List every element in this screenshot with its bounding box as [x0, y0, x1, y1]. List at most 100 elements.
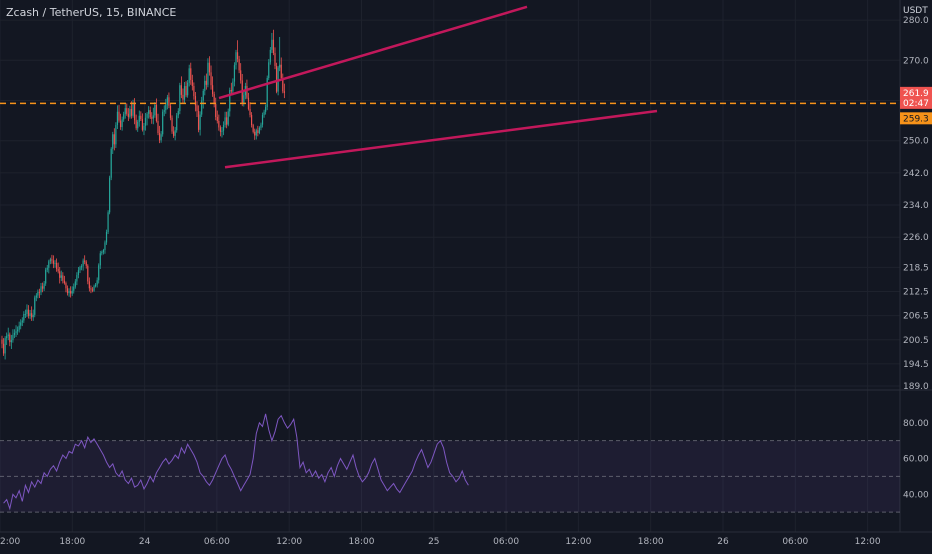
- candle-body: [163, 110, 165, 112]
- candle-body: [157, 121, 159, 134]
- chart-title: Zcash / TetherUS, 15, BINANCE: [6, 6, 177, 19]
- candle-body: [263, 111, 265, 115]
- candle-body: [138, 115, 140, 122]
- candle-body: [230, 90, 232, 92]
- candle-body: [255, 130, 257, 136]
- level-price-label: 259.3: [903, 114, 929, 124]
- candle-body: [88, 281, 90, 289]
- x-tick-label: 18:00: [59, 537, 85, 547]
- candle-body: [27, 309, 30, 317]
- candle-body: [87, 265, 89, 282]
- candle-body: [49, 259, 51, 262]
- y-tick-label: 226.0: [903, 233, 929, 243]
- candle-body: [257, 130, 259, 134]
- candle-body: [155, 104, 158, 122]
- candles: [1, 29, 285, 360]
- candle-body: [190, 68, 192, 80]
- candle-body: [148, 110, 150, 114]
- candle-body: [199, 114, 201, 130]
- candle-body: [215, 104, 217, 117]
- candle-body: [116, 111, 119, 126]
- candle-body: [260, 124, 262, 128]
- candle-body: [183, 86, 186, 100]
- candle-body: [182, 94, 184, 100]
- candle-body: [266, 77, 268, 107]
- candle-body: [110, 148, 112, 178]
- candle-body: [112, 134, 114, 149]
- candle-body: [179, 85, 181, 111]
- candle-body: [213, 94, 215, 105]
- candle-body: [279, 64, 281, 68]
- x-tick-label: 18:00: [349, 537, 375, 547]
- rsi-series-line: [3, 413, 469, 511]
- candle-body: [169, 105, 172, 118]
- candle-body: [126, 108, 128, 114]
- candle-body: [272, 39, 275, 54]
- candle-body: [113, 134, 115, 145]
- candle-body: [194, 96, 197, 106]
- candle-body: [177, 110, 179, 116]
- candle-body: [152, 115, 154, 119]
- last-price-tag: [900, 86, 932, 109]
- candle-body: [151, 117, 153, 119]
- candle-body: [201, 100, 203, 115]
- candle-body: [166, 97, 168, 105]
- x-tick-label: 25: [428, 537, 439, 547]
- candle-body: [7, 334, 9, 337]
- candle-body: [84, 260, 86, 262]
- candle-body: [77, 270, 80, 276]
- x-tick-label: 12:00: [855, 537, 881, 547]
- candle-body: [232, 81, 234, 92]
- candle-body: [73, 286, 75, 291]
- candle-body: [107, 212, 109, 232]
- candle-body: [115, 125, 117, 145]
- candle-body: [121, 119, 123, 128]
- candle-body: [180, 85, 182, 95]
- x-tick-label: 06:00: [782, 537, 808, 547]
- candle-body: [70, 291, 72, 294]
- x-tick-label: 12:00: [276, 537, 302, 547]
- candle-body: [21, 320, 23, 323]
- candle-body: [236, 52, 239, 60]
- candle-body: [140, 115, 142, 120]
- candle-body: [43, 283, 45, 289]
- candle-body: [18, 325, 20, 330]
- candle-body: [129, 108, 131, 117]
- candle-body: [226, 117, 228, 125]
- candle-body: [127, 113, 129, 117]
- candle-body: [165, 104, 167, 111]
- candle-body: [79, 267, 81, 271]
- candle-body: [149, 110, 151, 118]
- candle-body: [6, 336, 8, 339]
- candle-body: [240, 70, 242, 81]
- candle-body: [66, 288, 69, 294]
- candle-body: [210, 72, 212, 86]
- candle-body: [80, 266, 83, 268]
- x-tick-label: 2:00: [0, 537, 20, 547]
- candle-body: [102, 250, 104, 253]
- candle-body: [15, 331, 17, 333]
- candle-body: [101, 252, 103, 254]
- candle-body: [90, 288, 92, 290]
- candle-body: [32, 314, 34, 318]
- y-tick-label: 200.5: [903, 336, 929, 346]
- candle-body: [252, 125, 254, 132]
- candle-body: [158, 133, 161, 141]
- y-tick-label: 212.5: [903, 288, 929, 298]
- candle-body: [246, 86, 248, 98]
- candle-body: [54, 262, 56, 264]
- candle-body: [45, 269, 47, 284]
- currency-unit: USDT: [903, 6, 928, 16]
- candle-body: [13, 332, 16, 335]
- candle-body: [280, 64, 282, 78]
- candle-body: [173, 131, 175, 136]
- candle-body: [26, 309, 28, 315]
- candle-body: [212, 85, 214, 95]
- candle-body: [124, 108, 126, 115]
- rsi-tick-label: 40.00: [903, 490, 929, 500]
- candle-body: [130, 108, 133, 116]
- candle-body: [132, 102, 134, 116]
- candle-body: [59, 271, 61, 278]
